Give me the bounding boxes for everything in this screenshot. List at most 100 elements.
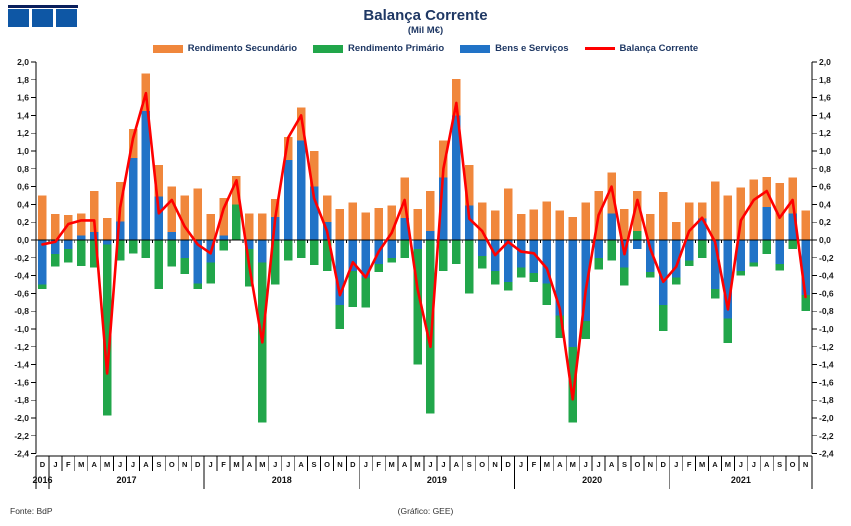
month-label: M <box>570 460 576 469</box>
legend-swatch-red-line <box>584 47 615 50</box>
bar-segment <box>245 240 254 249</box>
bar-segment <box>426 191 435 232</box>
month-label: O <box>324 460 330 469</box>
bar-segment <box>671 240 681 278</box>
bar-segment <box>89 240 99 268</box>
bar-segment <box>77 213 86 236</box>
bar-segment <box>64 248 73 263</box>
bar-segment <box>387 205 396 240</box>
bar-segment <box>258 213 267 240</box>
bar-segment <box>801 240 810 296</box>
bar-segment <box>710 288 720 299</box>
bar-segment <box>736 187 746 240</box>
month-label: J <box>597 460 601 469</box>
bar-segment <box>788 213 797 240</box>
year-label: 2016 <box>32 475 52 485</box>
footer-credit: (Gráfico: GEE) <box>397 506 454 516</box>
month-label: M <box>414 460 420 469</box>
month-label: J <box>364 460 368 469</box>
month-label: S <box>312 460 317 469</box>
bar-segment <box>646 240 655 273</box>
month-label: D <box>661 460 667 469</box>
y-axis-label-left: -2,2 <box>14 431 29 441</box>
bar-segment <box>51 240 60 255</box>
bar-segment <box>620 208 629 240</box>
legend-swatch-green <box>313 44 344 53</box>
bar-segment <box>283 159 293 240</box>
legend-item-bens-e-servicos: Bens e Serviços <box>460 43 569 54</box>
bar-segment <box>555 315 565 338</box>
bar-segment <box>620 267 629 286</box>
legend-label: Rendimento Secundário <box>187 43 298 54</box>
month-label: S <box>467 460 472 469</box>
month-label: N <box>337 460 342 469</box>
logo-square <box>8 9 29 27</box>
y-axis-label-left: -2,0 <box>14 413 29 423</box>
bar-segment <box>193 188 202 240</box>
bar-segment <box>219 235 228 240</box>
bar-segment <box>762 240 771 255</box>
bar-segment <box>659 304 668 331</box>
bar-segment <box>490 210 500 240</box>
bar-segment <box>749 240 759 263</box>
month-label: A <box>764 460 770 469</box>
bar-segment <box>775 240 784 265</box>
bar-segment <box>477 240 487 257</box>
bar-segment <box>697 202 707 219</box>
bar-segment <box>723 195 733 240</box>
month-label: A <box>298 460 304 469</box>
bar-segment <box>115 221 125 240</box>
bar-segment <box>180 257 189 274</box>
logo-square <box>32 9 53 27</box>
y-axis-label-left: 1,2 <box>17 128 29 138</box>
y-axis-label-right: -0,8 <box>819 306 834 316</box>
y-axis-label-left: 1,8 <box>17 75 29 85</box>
bar-segment <box>503 281 513 291</box>
bar-segment <box>400 177 409 218</box>
y-axis-label-left: -1,6 <box>14 377 29 387</box>
bar-segment <box>490 271 500 285</box>
y-axis-label-right: 2,0 <box>819 57 831 67</box>
bar-segment <box>659 191 668 240</box>
month-label: F <box>687 460 692 469</box>
y-axis-label-left: 0,4 <box>17 199 29 209</box>
bar-segment <box>167 186 177 232</box>
y-axis-label-right: -0,6 <box>819 288 834 298</box>
bar-segment <box>180 195 189 240</box>
y-axis-label-left: 1,6 <box>17 93 29 103</box>
bar-segment <box>452 78 461 116</box>
bar-segment <box>594 257 603 270</box>
month-label: S <box>777 460 782 469</box>
bar-segment <box>477 256 487 269</box>
month-label: J <box>752 460 756 469</box>
y-axis-label-right: -2,4 <box>819 449 834 459</box>
month-label: M <box>233 460 239 469</box>
bar-segment <box>309 151 319 187</box>
month-label: A <box>247 460 253 469</box>
bar-segment <box>309 240 319 265</box>
bar-segment <box>775 183 784 240</box>
bar-segment <box>400 240 409 258</box>
bar-segment <box>335 208 345 240</box>
bar-segment <box>374 264 383 273</box>
year-label: 2017 <box>117 475 137 485</box>
bar-segment <box>581 240 590 321</box>
bar-segment <box>801 210 810 240</box>
bar-segment <box>232 204 241 240</box>
month-label: N <box>182 460 187 469</box>
month-label: M <box>544 460 550 469</box>
bar-segment <box>38 195 47 240</box>
bar-segment <box>154 240 164 289</box>
month-label: M <box>78 460 84 469</box>
bar-segment <box>633 240 642 249</box>
bar-segment <box>697 240 707 258</box>
month-label: O <box>790 460 796 469</box>
bar-segment <box>529 272 539 282</box>
bar-segment <box>115 240 125 261</box>
bar-segment <box>439 140 448 178</box>
bar-segment <box>283 136 293 160</box>
bar-segment <box>671 222 681 240</box>
y-axis-label-left: -2,4 <box>14 449 29 459</box>
